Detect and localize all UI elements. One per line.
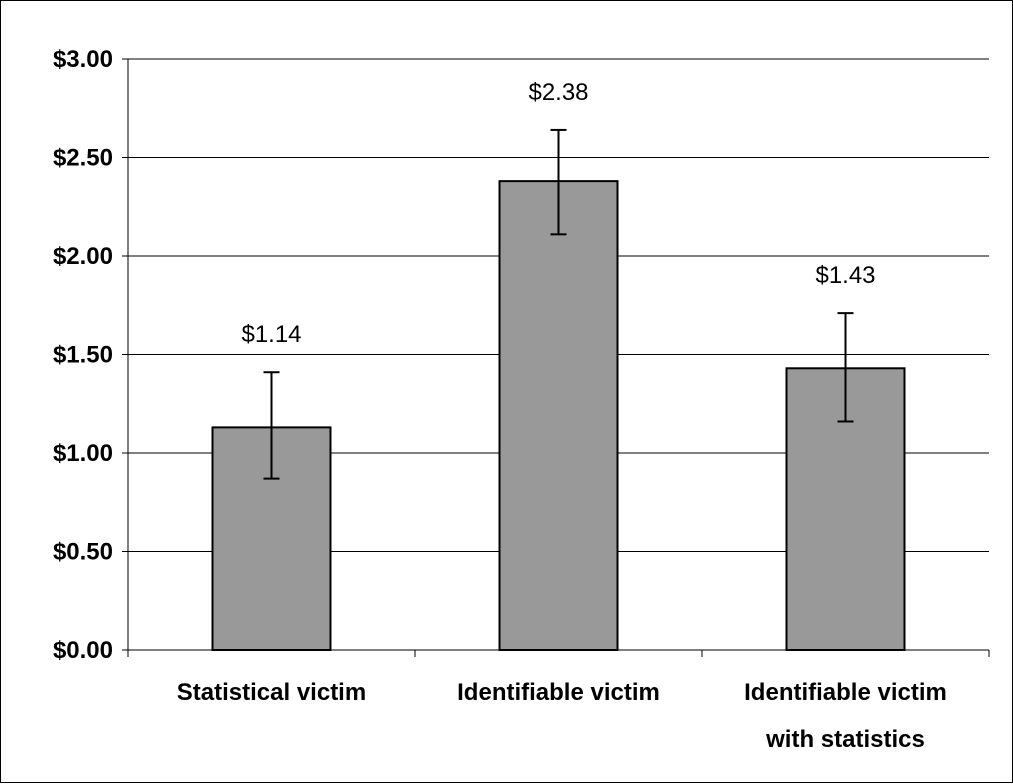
y-tick-label-5: $2.50 [53, 145, 113, 172]
y-tick-label-3: $1.50 [53, 342, 113, 369]
y-tick-label-2: $1.00 [53, 440, 113, 467]
y-tick-label-1: $0.50 [53, 539, 113, 566]
data-label-0: $1.14 [241, 321, 301, 348]
x-category-label-1: Identifiable victim [457, 679, 660, 706]
y-tick-label-6: $3.00 [53, 46, 113, 73]
x-category-label-0: Statistical victim [177, 679, 366, 706]
data-label-2: $1.43 [815, 262, 875, 289]
y-tick-label-0: $0.00 [53, 637, 113, 664]
bar-1 [498, 180, 619, 651]
x-category-label-2-line-0: Identifiable victim [744, 679, 947, 706]
y-tick-label-4: $2.00 [53, 243, 113, 270]
data-label-1: $2.38 [528, 79, 588, 106]
x-category-label-2-line-1: with statistics [765, 726, 925, 753]
